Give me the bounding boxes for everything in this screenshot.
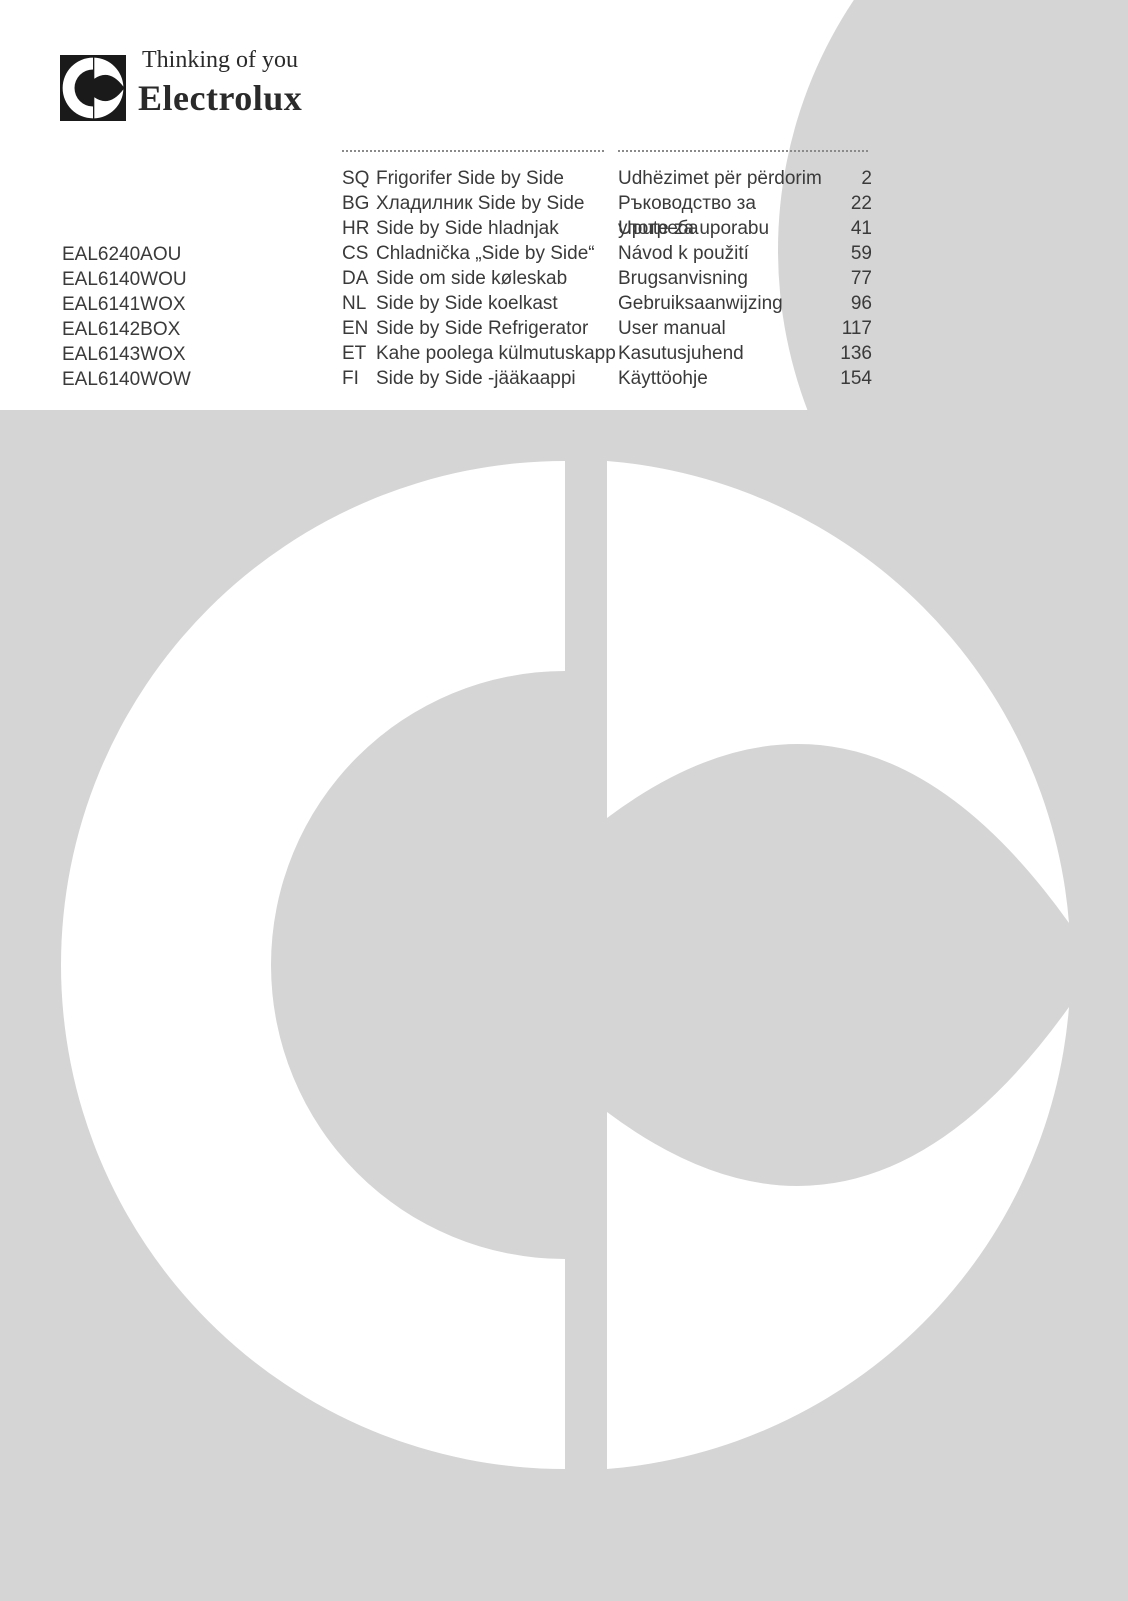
language-code: HR bbox=[342, 216, 376, 241]
manual-label: Ръководство за употреба bbox=[618, 191, 828, 216]
model-list: EAL6240AOUEAL6140WOUEAL6141WOXEAL6142BOX… bbox=[62, 242, 191, 392]
model-number: EAL6142BOX bbox=[62, 317, 191, 342]
model-number: EAL6141WOX bbox=[62, 292, 191, 317]
product-title: Хладилник Side by Side bbox=[376, 191, 618, 216]
page-number: 77 bbox=[828, 266, 872, 291]
language-row: NLSide by Side koelkastGebruiksaanwijzin… bbox=[342, 291, 872, 316]
language-code: SQ bbox=[342, 166, 376, 191]
electrolux-logo-icon bbox=[60, 55, 126, 126]
language-row: CSChladnička „Side by Side“Návod k použi… bbox=[342, 241, 872, 266]
language-row: SQFrigorifer Side by SideUdhëzimet për p… bbox=[342, 166, 872, 191]
manual-label: Udhëzimet për përdorim bbox=[618, 166, 828, 191]
product-title: Side by Side hladnjak bbox=[376, 216, 618, 241]
manual-label: Kasutusjuhend bbox=[618, 341, 828, 366]
language-row: ENSide by Side RefrigeratorUser manual11… bbox=[342, 316, 872, 341]
manual-label: Brugsanvisning bbox=[618, 266, 828, 291]
page-number: 117 bbox=[828, 316, 872, 341]
language-code: EN bbox=[342, 316, 376, 341]
product-title: Side by Side Refrigerator bbox=[376, 316, 618, 341]
manual-label: Návod k použití bbox=[618, 241, 828, 266]
language-row: HRSide by Side hladnjakUpute za uporabu4… bbox=[342, 216, 872, 241]
dotted-rule-right bbox=[618, 150, 868, 152]
brand-tagline: Thinking of you bbox=[142, 47, 298, 74]
brand-name: Electrolux bbox=[138, 77, 302, 119]
page-number: 136 bbox=[828, 341, 872, 366]
page-number: 59 bbox=[828, 241, 872, 266]
language-row: DASide om side køleskabBrugsanvisning77 bbox=[342, 266, 872, 291]
manual-label: Upute za uporabu bbox=[618, 216, 828, 241]
brand-logo: Thinking of you Electrolux bbox=[60, 55, 310, 126]
language-code: FI bbox=[342, 366, 376, 391]
manual-label: Käyttöohje bbox=[618, 366, 828, 391]
page-number: 2 bbox=[828, 166, 872, 191]
model-number: EAL6140WOW bbox=[62, 367, 191, 392]
language-code: DA bbox=[342, 266, 376, 291]
language-row: FISide by Side -jääkaappiKäyttöohje154 bbox=[342, 366, 872, 391]
language-code: CS bbox=[342, 241, 376, 266]
manual-label: User manual bbox=[618, 316, 828, 341]
page-number: 22 bbox=[828, 191, 872, 216]
language-code: NL bbox=[342, 291, 376, 316]
model-number: EAL6143WOX bbox=[62, 342, 191, 367]
language-row: BGХладилник Side by SideРъководство за у… bbox=[342, 191, 872, 216]
product-title: Kahe poolega külmutuskapp bbox=[376, 341, 618, 366]
page-number: 41 bbox=[828, 216, 872, 241]
product-title: Frigorifer Side by Side bbox=[376, 166, 618, 191]
page-number: 154 bbox=[828, 366, 872, 391]
watermark-logo-icon bbox=[40, 440, 1090, 1490]
manual-label: Gebruiksaanwijzing bbox=[618, 291, 828, 316]
page-number: 96 bbox=[828, 291, 872, 316]
language-code: BG bbox=[342, 191, 376, 216]
product-title: Side om side køleskab bbox=[376, 266, 618, 291]
product-title: Side by Side -jääkaappi bbox=[376, 366, 618, 391]
product-title: Chladnička „Side by Side“ bbox=[376, 241, 618, 266]
language-row: ETKahe poolega külmutuskappKasutusjuhend… bbox=[342, 341, 872, 366]
language-code: ET bbox=[342, 341, 376, 366]
product-title: Side by Side koelkast bbox=[376, 291, 618, 316]
dotted-rule-left bbox=[342, 150, 604, 152]
model-number: EAL6140WOU bbox=[62, 267, 191, 292]
model-number: EAL6240AOU bbox=[62, 242, 191, 267]
